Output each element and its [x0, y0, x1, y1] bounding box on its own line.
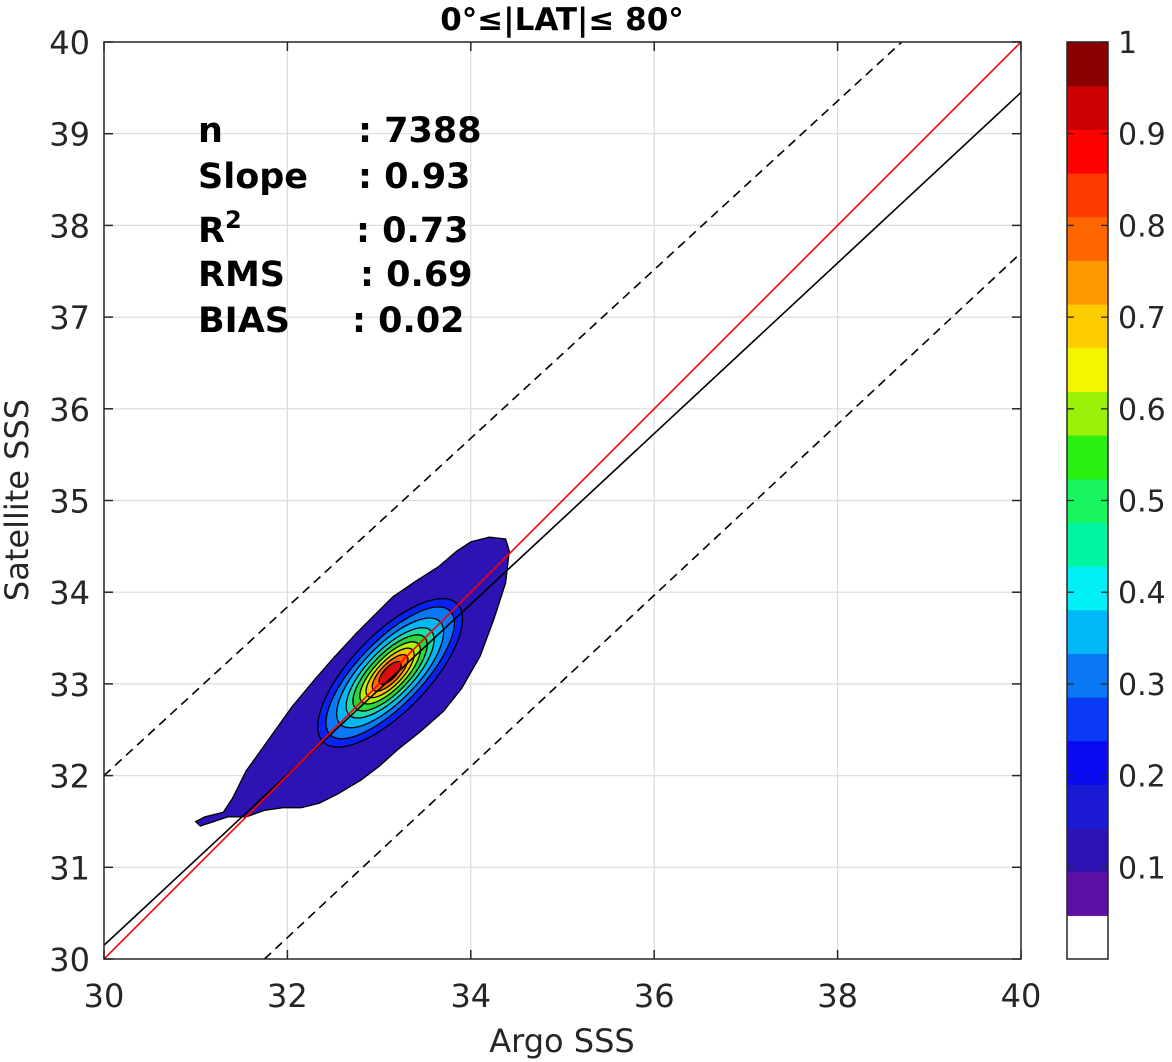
colorbar-tick-label-5: 0.6	[1118, 393, 1166, 428]
stat-label-4: BIAS	[198, 301, 290, 341]
colorbar-segment-3	[1067, 784, 1108, 829]
colorbar-segment-15	[1067, 260, 1108, 305]
y-tick-label-2: 32	[49, 758, 90, 796]
colorbar-segment-17	[1067, 173, 1108, 218]
x-axis-label: Argo SSS	[489, 1022, 634, 1060]
colorbar-segment-7	[1067, 609, 1108, 654]
stat-value-1: : 0.93	[358, 157, 471, 197]
y-tick-label-8: 38	[49, 207, 90, 245]
colorbar-segment-0	[1067, 915, 1108, 960]
colorbar: 0.1 0.2 0.3 0.4 0.5 0.6 0.7 0.8 0.9 1	[1066, 26, 1166, 960]
colorbar-tick-label-7: 0.8	[1118, 209, 1166, 244]
x-tick-label-4: 38	[817, 977, 858, 1015]
y-tick-label-0: 30	[49, 941, 90, 979]
y-axis-label: Satellite SSS	[0, 399, 36, 601]
colorbar-tick-label-6: 0.7	[1118, 301, 1166, 336]
colorbar-segment-11	[1067, 435, 1108, 480]
y-tick-label-6: 36	[49, 391, 90, 429]
colorbar-segment-14	[1067, 304, 1108, 349]
colorbar-tick-label-8: 0.9	[1118, 118, 1166, 153]
colorbar-segment-4	[1067, 740, 1108, 785]
fit-line	[104, 91, 1021, 946]
y-tick-label-10: 40	[49, 24, 90, 62]
colorbar-segment-8	[1067, 566, 1108, 611]
reference-lines	[104, 42, 1021, 959]
colorbar-tick-label-0: 0.1	[1118, 851, 1166, 886]
colorbar-tick-label-4: 0.5	[1118, 485, 1166, 520]
stat-label-3: RMS	[198, 255, 285, 295]
colorbar-tick-label-9: 1	[1118, 26, 1137, 61]
colorbar-segment-20	[1067, 42, 1108, 87]
colorbar-segment-1	[1067, 871, 1108, 916]
x-tick-label-1: 32	[267, 977, 308, 1015]
x-tick-label-5: 40	[1001, 977, 1042, 1015]
y-tick-label-4: 34	[49, 574, 90, 612]
colorbar-tick-label-1: 0.2	[1118, 760, 1166, 795]
colorbar-segment-16	[1067, 216, 1108, 261]
stat-label-1: Slope	[198, 157, 308, 197]
lower-bound-line	[263, 252, 1021, 959]
colorbar-segment-12	[1067, 391, 1108, 436]
stat-value-3: : 0.69	[360, 255, 473, 295]
colorbar-segment-2	[1067, 828, 1108, 873]
upper-bound-line	[104, 42, 903, 777]
identity-line	[104, 42, 1021, 959]
stat-value-2: : 0.73	[356, 211, 469, 251]
colorbar-segment-5	[1067, 697, 1108, 742]
colorbar-segment-9	[1067, 522, 1108, 567]
x-tick-label-0: 30	[84, 977, 125, 1015]
stat-value-0: : 7388	[358, 111, 482, 151]
colorbar-segment-13	[1067, 347, 1108, 392]
y-tick-label-3: 33	[49, 666, 90, 704]
stat-label-0: n	[198, 111, 223, 151]
y-tick-label-9: 39	[49, 116, 90, 154]
grid-lines	[104, 42, 1021, 959]
colorbar-tick-label-2: 0.3	[1118, 668, 1166, 703]
y-tick-label-5: 35	[49, 483, 90, 521]
chart-title: 0°≤|LAT|≤ 80°	[440, 2, 684, 38]
stat-value-4: : 0.02	[352, 301, 465, 341]
x-tick-label-3: 36	[634, 977, 675, 1015]
colorbar-segment-6	[1067, 653, 1108, 698]
colorbar-segment-19	[1067, 85, 1108, 130]
y-tick-label-7: 37	[49, 299, 90, 337]
colorbar-segment-18	[1067, 129, 1108, 174]
y-tick-label-1: 31	[49, 849, 90, 887]
axis-ticks: 30 32 34 36 38 40 30 31 32 33 34 35 36 37 38 39 40	[49, 24, 1041, 1015]
colorbar-tick-label-3: 0.4	[1118, 576, 1166, 611]
x-tick-label-2: 34	[450, 977, 491, 1015]
